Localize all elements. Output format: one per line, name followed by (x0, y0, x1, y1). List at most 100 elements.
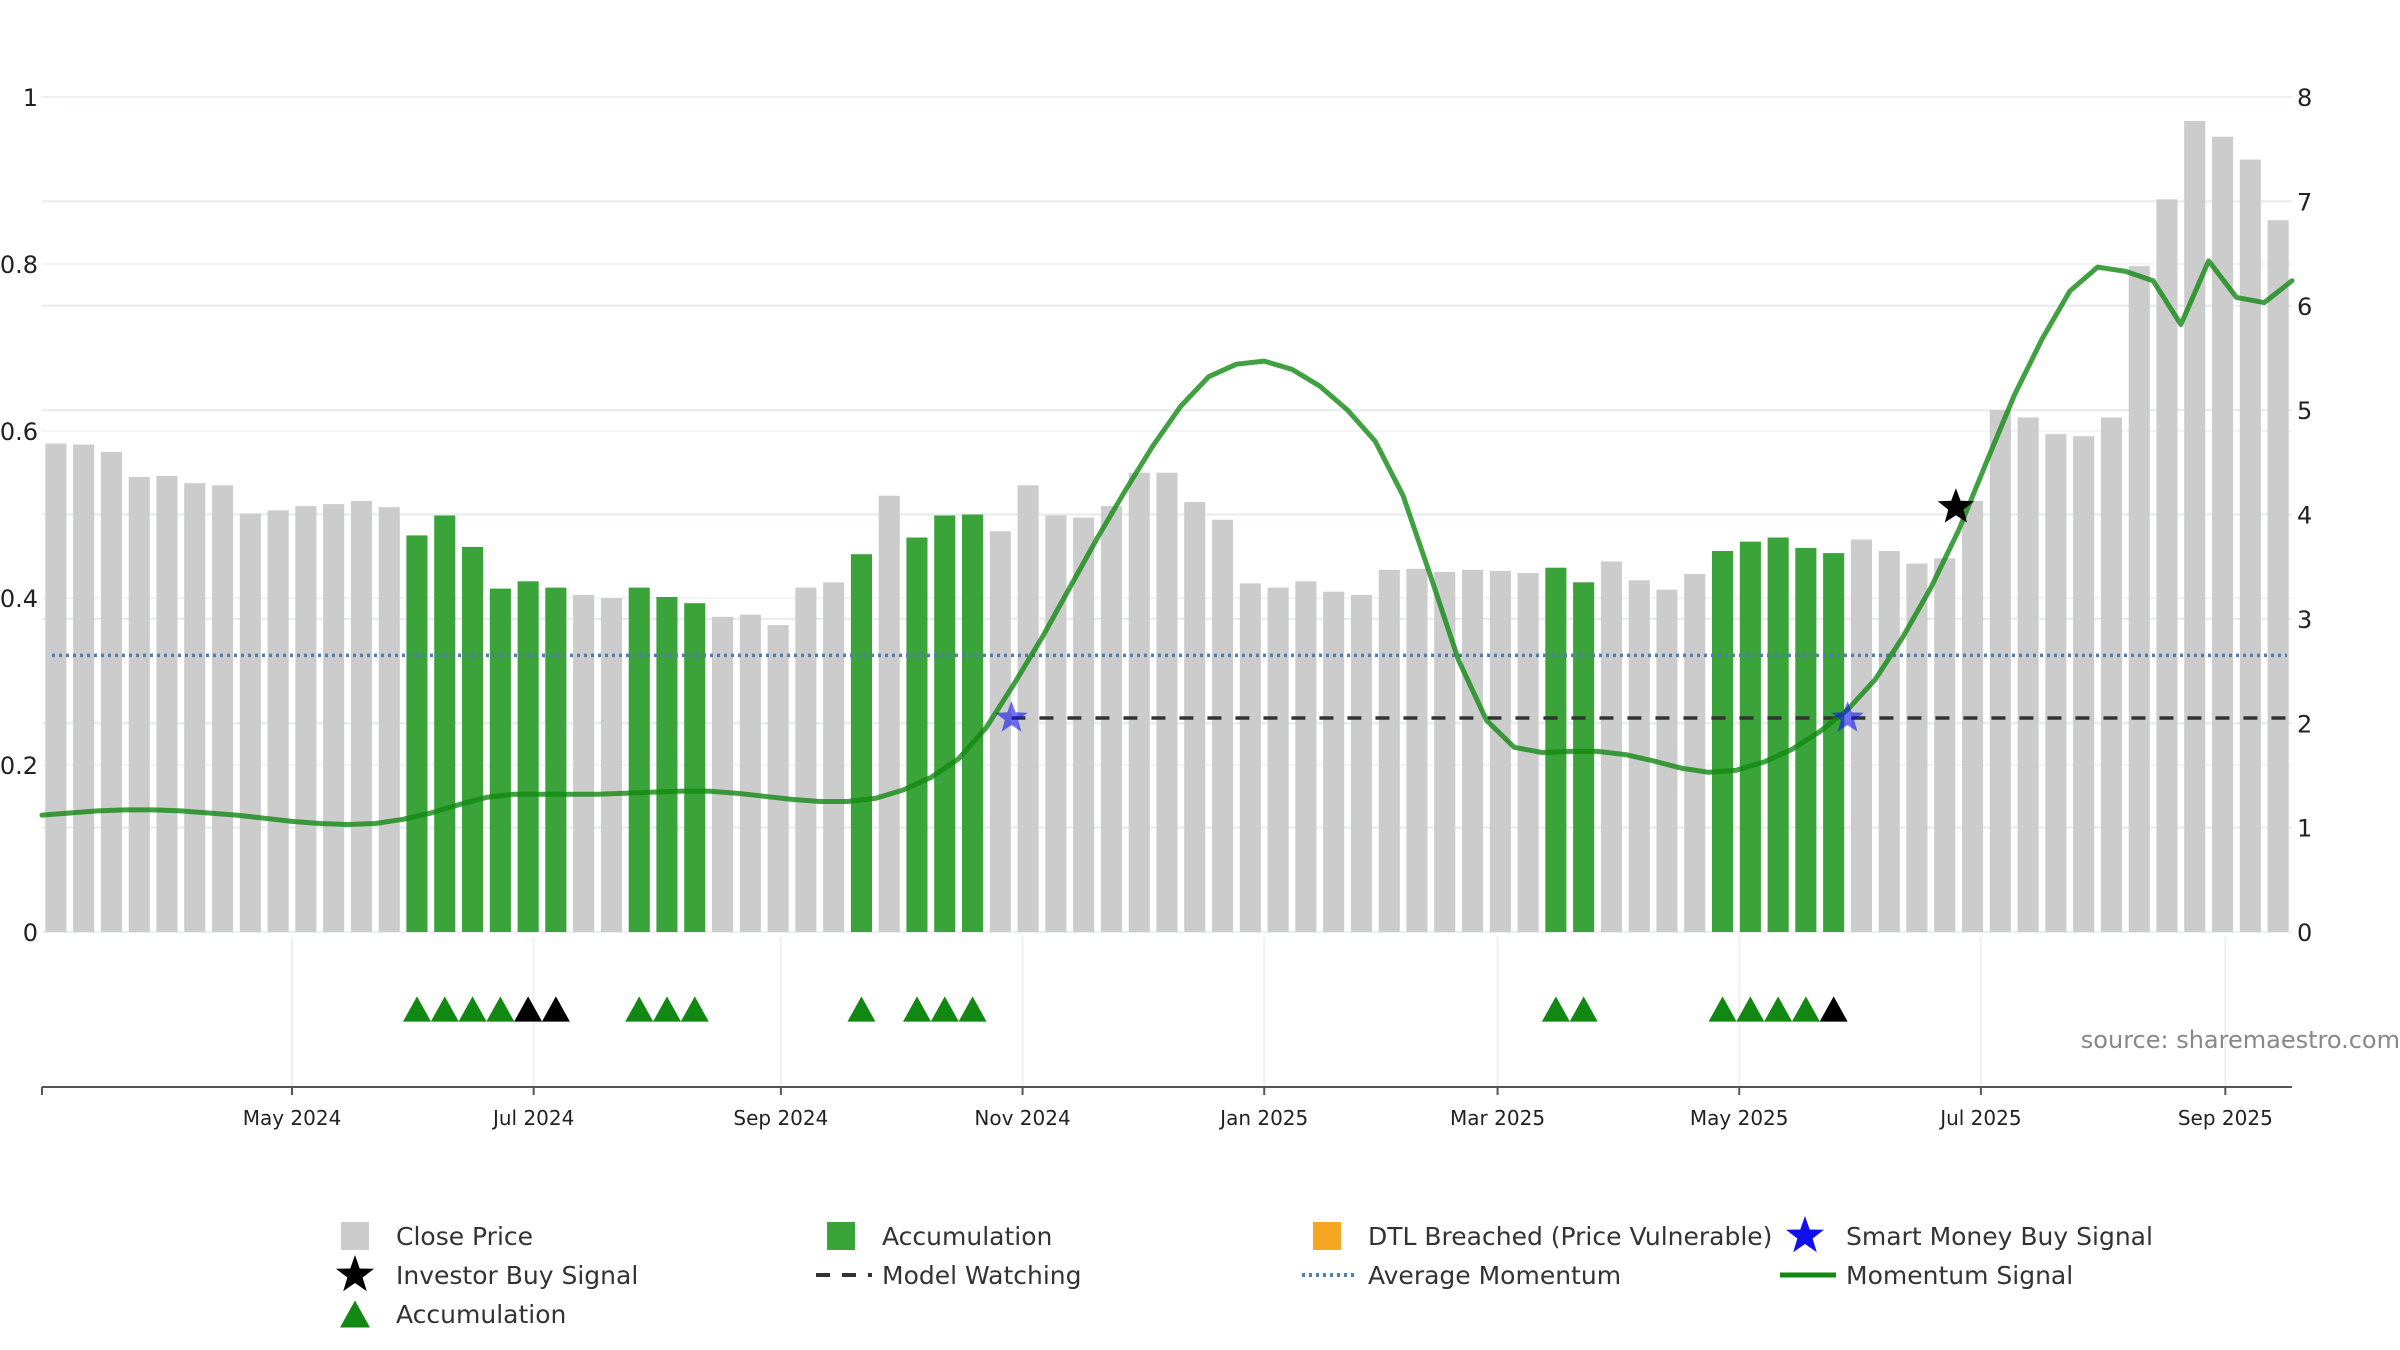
close-price-bar (2073, 436, 2095, 932)
legend-item: Momentum Signal (1780, 1261, 2073, 1290)
close-price-bar (2184, 121, 2206, 932)
accumulation-triangle (1764, 996, 1793, 1022)
close-price-bar (1489, 570, 1511, 932)
close-price-bar (573, 594, 595, 932)
legend-swatch (341, 1222, 369, 1250)
x-axis-tick-label: Jul 2025 (1938, 1106, 2021, 1130)
accumulation-bar (684, 603, 706, 932)
accumulation-triangle (1541, 996, 1570, 1022)
source-label: source: sharemaestro.com (2081, 1026, 2400, 1054)
close-price-bar (1378, 569, 1400, 932)
accumulation-bar (850, 554, 872, 932)
accumulation-triangle (458, 996, 487, 1022)
close-price-bar (2128, 266, 2150, 933)
smart-money-star (995, 701, 1028, 732)
accumulation-triangle (430, 996, 459, 1022)
legend-label: Average Momentum (1368, 1261, 1621, 1290)
close-price-bar (739, 614, 761, 932)
left-axis-tick-label: 0 (23, 919, 38, 947)
close-price-bar (295, 506, 317, 932)
close-price-bar (1434, 571, 1456, 932)
legend-label: Model Watching (882, 1261, 1082, 1290)
close-price-bar (2267, 220, 2289, 932)
right-axis-tick-label: 7 (2297, 188, 2312, 216)
accumulation-triangle (930, 996, 959, 1022)
legend-swatch (827, 1222, 855, 1250)
close-price-bar (2045, 434, 2067, 932)
close-price-bar (989, 531, 1011, 932)
close-price-bar (1350, 594, 1372, 932)
close-price-bar (1406, 568, 1428, 932)
x-axis-tick-label: Sep 2025 (2178, 1106, 2273, 1130)
legend-item: Average Momentum (1302, 1261, 1621, 1290)
close-price-bar (73, 444, 95, 932)
accumulation-triangle (847, 996, 876, 1022)
accumulation-triangle (403, 996, 431, 1022)
close-price-bar (878, 495, 900, 932)
close-price-bar (1017, 485, 1039, 932)
legend-label: Smart Money Buy Signal (1846, 1222, 2153, 1251)
accumulation-bar (517, 581, 539, 932)
close-price-bar (2100, 417, 2122, 932)
close-price-bar (1212, 519, 1234, 932)
legend-star-icon (1786, 1216, 1824, 1253)
close-price-bar (1517, 573, 1539, 932)
legend-item: Accumulation (827, 1222, 1052, 1251)
right-axis-tick-label: 1 (2297, 815, 2312, 843)
accumulation-triangle (1708, 996, 1737, 1022)
accumulation-triangle (680, 996, 709, 1022)
signal-markers (403, 488, 1974, 1022)
close-price-bar (795, 587, 817, 932)
x-axis-tick-label: Nov 2024 (974, 1106, 1070, 1130)
right-axis-tick-label: 2 (2297, 710, 2312, 738)
close-price-bar (1267, 587, 1289, 932)
accumulation-triangle (1791, 996, 1820, 1022)
x-axis-tick-label: Mar 2025 (1450, 1106, 1545, 1130)
x-axis-tick-label: Sep 2024 (733, 1106, 828, 1130)
x-axis-tick-label: May 2025 (1690, 1106, 1789, 1130)
momentum-signal-line (39, 258, 2295, 827)
close-price-bar (323, 504, 345, 932)
close-price-bar (823, 582, 845, 932)
left-axis-tick-label: 0.6 (0, 418, 38, 446)
close-price-bar (2017, 417, 2039, 932)
signal-lines (39, 258, 2295, 827)
x-axis-tick-label: May 2024 (243, 1106, 342, 1130)
close-price-bar (1878, 551, 1900, 932)
close-price-bar (1073, 517, 1095, 932)
investor-triangle (541, 996, 570, 1022)
accumulation-bar (1573, 582, 1595, 932)
close-price-bar (600, 598, 622, 932)
close-price-bar (1100, 506, 1122, 932)
close-price-bar (1184, 502, 1206, 932)
close-price-bar (1850, 539, 1872, 932)
accumulation-bar (489, 588, 511, 932)
accumulation-bar (1739, 541, 1761, 932)
right-axis-tick-label: 0 (2297, 919, 2312, 947)
right-axis-tick-label: 4 (2297, 502, 2312, 530)
close-price-bar (1156, 472, 1178, 932)
accumulation-bar (1767, 537, 1789, 932)
close-price-bar (378, 507, 400, 932)
close-price-bar (350, 500, 372, 932)
accumulation-bar (434, 515, 456, 932)
legend-swatch (1313, 1222, 1341, 1250)
legend-item: DTL Breached (Price Vulnerable) (1313, 1222, 1772, 1251)
accumulation-bar (656, 597, 678, 932)
legend-label: Momentum Signal (1846, 1261, 2073, 1290)
accumulation-triangle (486, 996, 515, 1022)
investor-triangle (1819, 996, 1848, 1022)
close-price-bar (1600, 561, 1622, 932)
right-axis-tick-label: 5 (2297, 397, 2312, 425)
smart-money-star (1831, 701, 1864, 732)
accumulation-bar (462, 546, 484, 932)
accumulation-triangle (625, 996, 654, 1022)
close-price-bar (1462, 569, 1484, 932)
left-axis-tick-label: 1 (23, 84, 38, 112)
accumulation-bar (934, 515, 956, 932)
x-axis-tick-label: Jul 2024 (491, 1106, 574, 1130)
legend-item: Close Price (341, 1222, 533, 1251)
accumulation-bar (628, 587, 650, 932)
